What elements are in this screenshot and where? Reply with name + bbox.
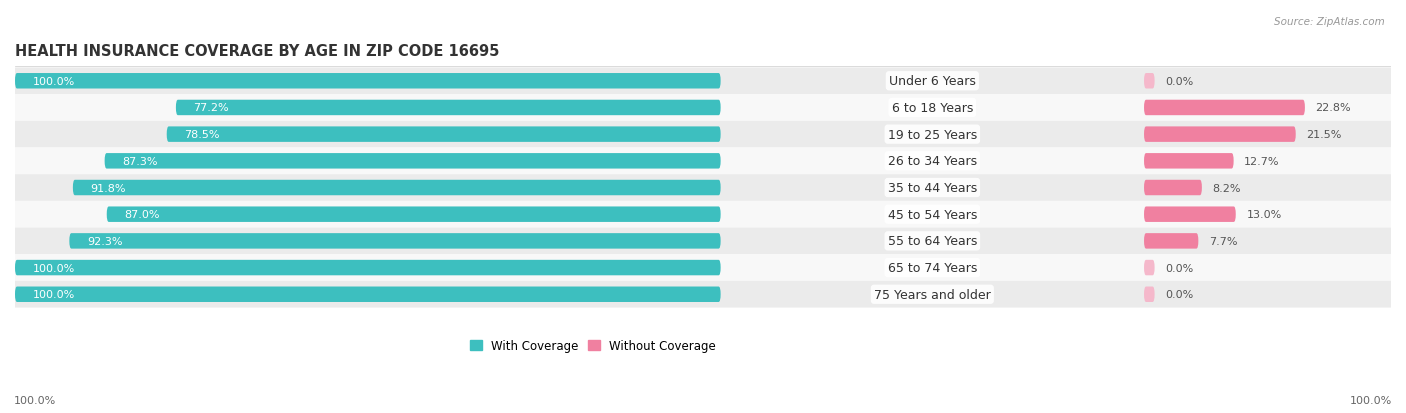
FancyBboxPatch shape [1144,127,1296,142]
Text: 26 to 34 Years: 26 to 34 Years [887,155,977,168]
Text: 0.0%: 0.0% [1166,76,1194,87]
Text: 100.0%: 100.0% [32,76,75,87]
FancyBboxPatch shape [1144,234,1198,249]
FancyBboxPatch shape [69,234,721,249]
FancyBboxPatch shape [15,281,1391,308]
FancyBboxPatch shape [167,127,721,142]
Text: 65 to 74 Years: 65 to 74 Years [887,261,977,274]
FancyBboxPatch shape [15,148,1391,175]
FancyBboxPatch shape [15,121,1391,148]
FancyBboxPatch shape [107,207,721,222]
FancyBboxPatch shape [15,287,721,302]
FancyBboxPatch shape [1144,100,1305,116]
Text: 21.5%: 21.5% [1306,130,1341,140]
FancyBboxPatch shape [15,228,1391,254]
Text: 100.0%: 100.0% [32,263,75,273]
Text: 92.3%: 92.3% [87,236,122,246]
FancyBboxPatch shape [1144,287,1154,302]
Text: 87.0%: 87.0% [124,210,160,220]
Text: Under 6 Years: Under 6 Years [889,75,976,88]
Text: 35 to 44 Years: 35 to 44 Years [887,182,977,195]
Text: 19 to 25 Years: 19 to 25 Years [887,128,977,141]
Text: 8.2%: 8.2% [1212,183,1241,193]
Text: 13.0%: 13.0% [1246,210,1282,220]
Text: 100.0%: 100.0% [14,395,56,405]
FancyBboxPatch shape [1144,74,1154,89]
Text: 45 to 54 Years: 45 to 54 Years [887,208,977,221]
Text: 87.3%: 87.3% [122,157,157,166]
FancyBboxPatch shape [1144,180,1202,196]
FancyBboxPatch shape [1144,207,1236,222]
Text: 12.7%: 12.7% [1244,157,1279,166]
FancyBboxPatch shape [15,254,1391,281]
FancyBboxPatch shape [15,260,721,275]
Legend: With Coverage, Without Coverage: With Coverage, Without Coverage [465,334,721,356]
FancyBboxPatch shape [1144,154,1233,169]
Text: 6 to 18 Years: 6 to 18 Years [891,102,973,115]
FancyBboxPatch shape [73,180,721,196]
Text: 91.8%: 91.8% [90,183,127,193]
Text: 100.0%: 100.0% [32,290,75,299]
Text: 100.0%: 100.0% [1350,395,1392,405]
Text: HEALTH INSURANCE COVERAGE BY AGE IN ZIP CODE 16695: HEALTH INSURANCE COVERAGE BY AGE IN ZIP … [15,44,499,59]
Text: 7.7%: 7.7% [1209,236,1237,246]
Text: 75 Years and older: 75 Years and older [875,288,991,301]
FancyBboxPatch shape [1144,260,1154,275]
FancyBboxPatch shape [15,95,1391,121]
Text: 55 to 64 Years: 55 to 64 Years [887,235,977,248]
Text: Source: ZipAtlas.com: Source: ZipAtlas.com [1274,17,1385,26]
Text: 22.8%: 22.8% [1316,103,1351,113]
Text: 78.5%: 78.5% [184,130,219,140]
FancyBboxPatch shape [176,100,721,116]
Text: 0.0%: 0.0% [1166,263,1194,273]
FancyBboxPatch shape [15,202,1391,228]
FancyBboxPatch shape [15,74,721,89]
Text: 0.0%: 0.0% [1166,290,1194,299]
Text: 77.2%: 77.2% [194,103,229,113]
FancyBboxPatch shape [104,154,721,169]
FancyBboxPatch shape [15,68,1391,95]
FancyBboxPatch shape [15,175,1391,202]
